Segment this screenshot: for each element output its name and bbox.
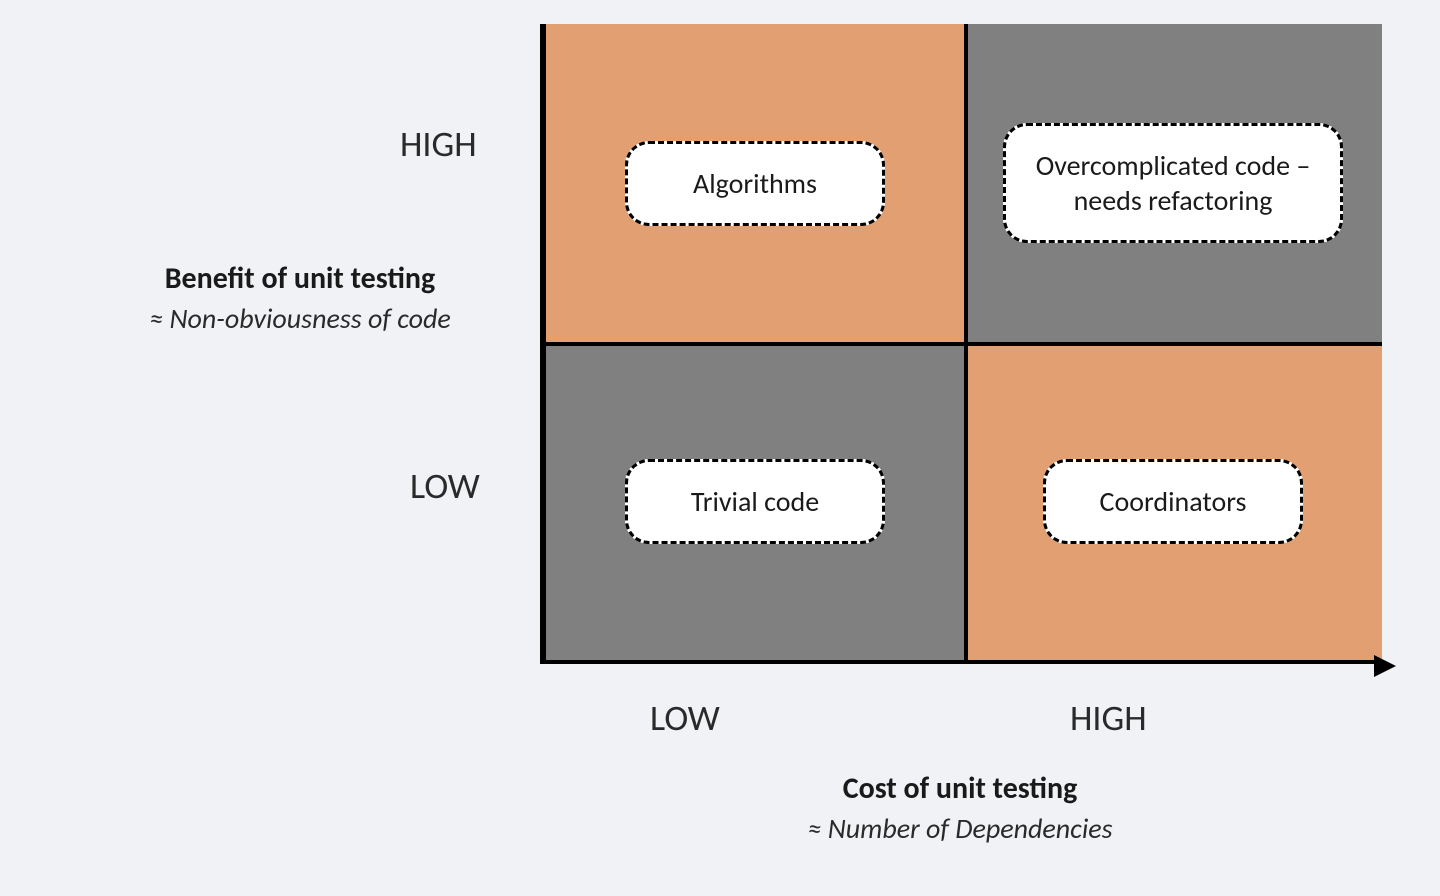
y-axis-title-italic: ≈ Non-obviousness of code [100,301,500,336]
quadrant-bottom-left: Trivial code [546,342,964,660]
y-axis-low-label: LOW [410,464,480,508]
y-axis-high-label: HIGH [400,122,477,166]
x-axis-title-bold: Cost of unit testing [560,770,1360,807]
quadrant-bottom-right-label: Coordinators [1043,459,1303,544]
diagram-canvas: HIGH LOW Benefit of unit testing ≈ Non-o… [40,10,1400,886]
x-axis-title: Cost of unit testing ≈ Number of Depende… [560,770,1360,846]
matrix-divider-horizontal [546,342,1382,346]
quadrant-top-left: Algorithms [546,24,964,342]
quadrant-top-right-label: Overcomplicated code – needs refactoring [1003,123,1343,243]
quadrant-matrix: Algorithms Overcomplicated code – needs … [540,24,1380,664]
x-axis-title-italic: ≈ Number of Dependencies [560,811,1360,846]
y-axis-title-bold: Benefit of unit testing [100,260,500,297]
x-axis-arrowhead-icon [1374,655,1396,677]
quadrant-bottom-right: Coordinators [964,342,1382,660]
x-axis-low-label: LOW [650,696,720,740]
quadrant-bottom-left-label: Trivial code [625,459,885,544]
quadrant-top-left-label: Algorithms [625,141,885,226]
y-axis-title: Benefit of unit testing ≈ Non-obviousnes… [100,260,500,336]
quadrant-top-right: Overcomplicated code – needs refactoring [964,24,1382,342]
x-axis-high-label: HIGH [1070,696,1147,740]
